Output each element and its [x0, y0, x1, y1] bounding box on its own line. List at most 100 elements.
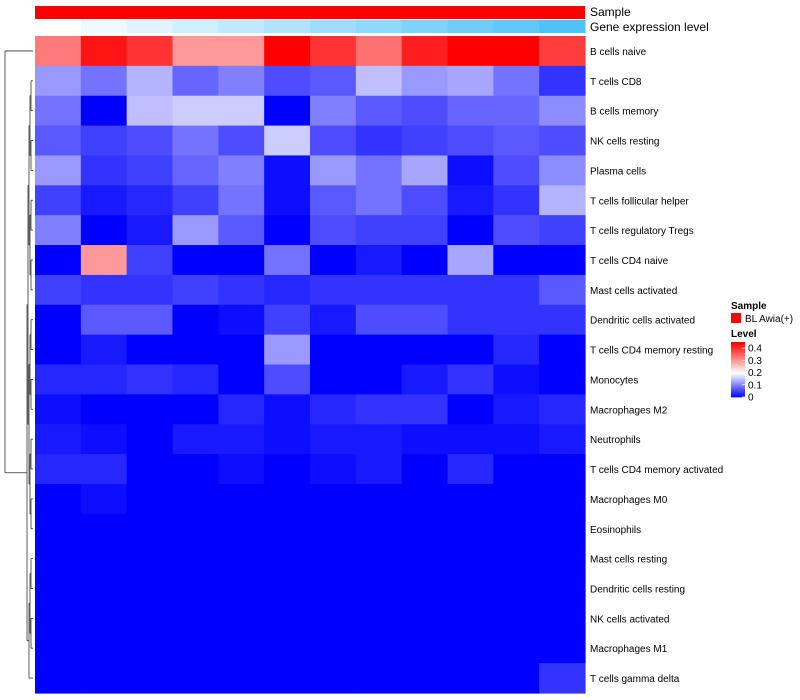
heatmap-cell [35, 185, 82, 216]
annotation-gene-expression-cell [493, 20, 540, 33]
heatmap-cell [539, 513, 586, 545]
heatmap-cell [264, 454, 311, 485]
heatmap-cell [126, 633, 174, 664]
heatmap-cell [126, 65, 174, 97]
heatmap-cell [447, 334, 494, 366]
heatmap-cell [355, 513, 403, 545]
heatmap-cell [401, 155, 449, 186]
heatmap-cell [539, 394, 586, 425]
heatmap-cell [35, 215, 82, 246]
heatmap-cell [493, 394, 540, 425]
heatmap-cell [126, 334, 174, 366]
heatmap-cell [493, 364, 540, 395]
heatmap-cell [35, 454, 82, 485]
heatmap-cell [310, 95, 357, 127]
heatmap-cell [172, 454, 219, 485]
heatmap-cell [310, 663, 357, 694]
heatmap-cell [355, 424, 403, 455]
row-label: Eosinophils [590, 525, 641, 536]
heatmap-cell [355, 663, 403, 694]
heatmap-cell [401, 334, 449, 366]
heatmap-cell [264, 215, 311, 246]
heatmap-cell [35, 483, 82, 515]
heatmap-cell [35, 334, 82, 366]
legend-colorbar-segment [731, 372, 745, 375]
row-label: Macrophages M2 [590, 405, 668, 416]
heatmap-cell [539, 125, 586, 157]
heatmap-cell [172, 155, 219, 186]
heatmap-cell [80, 424, 128, 455]
heatmap-cell [264, 65, 311, 97]
row-label: Mast cells resting [590, 555, 667, 566]
heatmap-cell [172, 65, 219, 97]
heatmap-cell [80, 185, 128, 216]
heatmap-cell [447, 185, 494, 216]
row-label: T cells CD4 memory activated [590, 465, 723, 476]
heatmap-cell [355, 454, 403, 485]
legend-colorbar-segment [731, 343, 745, 346]
heatmap-cell [80, 543, 128, 575]
legend-colorbar-segment [731, 355, 745, 358]
heatmap-cell [401, 65, 449, 97]
heatmap-cell [310, 364, 357, 395]
heatmap-cell [355, 36, 403, 67]
heatmap-cell [310, 304, 357, 336]
legend-colorbar-segment [731, 362, 745, 365]
heatmap-cell [447, 483, 494, 515]
heatmap-cell [539, 304, 586, 336]
heatmap-cell [447, 603, 494, 634]
heatmap-cell [493, 95, 540, 127]
heatmap-cell [35, 245, 82, 276]
legend-colorbar-segment [731, 388, 745, 391]
heatmap-cell [218, 95, 265, 127]
heatmap-cell [126, 454, 174, 485]
heatmap-cell [493, 215, 540, 246]
heatmap-cell [172, 483, 219, 515]
heatmap-cell [355, 364, 403, 395]
legend-colorbar-segment [731, 383, 745, 386]
legend-colorbar-segment [731, 381, 745, 384]
annotation-gene-expression-cell [35, 20, 82, 33]
heatmap-cell [218, 274, 265, 306]
heatmap-cell [401, 603, 449, 634]
heatmap-cell [401, 185, 449, 216]
heatmap-cell [539, 424, 586, 455]
heatmap-cell [310, 513, 357, 545]
heatmap-cell [35, 36, 82, 67]
heatmap-cell [172, 633, 219, 664]
heatmap-cell [218, 155, 265, 186]
heatmap-cell [35, 573, 82, 605]
heatmap-cell [172, 95, 219, 127]
heatmap-cell [401, 543, 449, 575]
legend-colorbar-segment [731, 366, 745, 369]
heatmap-cell [310, 155, 357, 186]
legend-colorbar-segment [731, 364, 745, 366]
heatmap-cell [126, 424, 174, 455]
row-label: B cells naive [590, 47, 647, 58]
heatmap-cell [493, 633, 540, 664]
heatmap-cell [218, 513, 265, 545]
heatmap-cell [447, 274, 494, 306]
heatmap-cell [264, 573, 311, 605]
legend-colorbar-segment [731, 377, 745, 380]
heatmap-cell [310, 424, 357, 455]
legend-colorbar-segment [731, 384, 745, 387]
heatmap-cell [80, 125, 128, 157]
heatmap-cell [172, 36, 219, 67]
legend-colorbar-segment [731, 392, 745, 395]
heatmap-cell [35, 65, 82, 97]
heatmap-cell [35, 304, 82, 336]
heatmap-cell [172, 603, 219, 634]
heatmap-cell [172, 125, 219, 157]
heatmap-cell [80, 334, 128, 366]
heatmap-cell [310, 215, 357, 246]
row-label: NK cells resting [590, 137, 659, 148]
heatmap-cell [539, 603, 586, 634]
heatmap-cell [401, 573, 449, 605]
legend-colorbar-segment [731, 387, 745, 390]
heatmap-cell [218, 334, 265, 366]
heatmap-cell [126, 155, 174, 186]
heatmap-cell [80, 364, 128, 395]
legend-colorbar-segment [731, 394, 745, 397]
heatmap-cell [493, 125, 540, 157]
